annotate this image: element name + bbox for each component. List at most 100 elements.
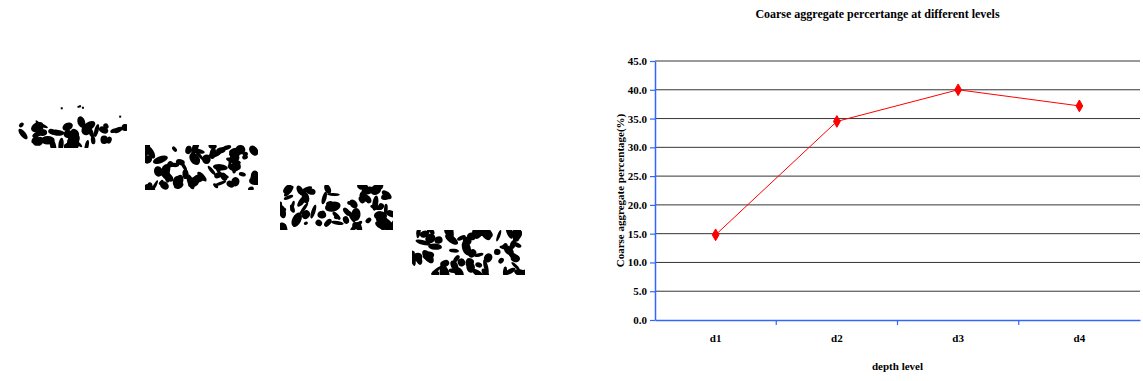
aggregate-particle [452, 265, 466, 275]
aggregate-particle [17, 127, 29, 140]
y-tick-label: 30.0 [628, 141, 648, 153]
aggregate-image [17, 105, 127, 148]
grid-line [655, 204, 1140, 205]
aggregate-particle [227, 153, 234, 166]
aggregate-particle [342, 206, 352, 217]
aggregate-particle [228, 146, 240, 155]
category-divider [776, 320, 777, 325]
x-tick: d3 [952, 320, 964, 344]
aggregate-particle [82, 107, 84, 109]
aggregate-particle [430, 265, 443, 275]
y-tick: 35.0 [628, 113, 655, 125]
aggregate-particle [320, 191, 328, 205]
y-axis-line [655, 62, 657, 321]
aggregate-particle [281, 223, 287, 229]
aggregate-particle [171, 146, 178, 153]
aggregate-particle [173, 181, 184, 190]
aggregate-particle [247, 145, 258, 157]
aggregate-particle [349, 219, 364, 230]
data-marker [1076, 100, 1083, 112]
aggregate-particle [35, 121, 48, 129]
aggregate-particle [424, 230, 432, 237]
x-tick: d2 [831, 320, 843, 344]
aggregate-particle [475, 261, 483, 268]
aggregate-particle [375, 185, 384, 190]
y-tick-label: 5.0 [633, 285, 647, 297]
grid [655, 61, 1140, 291]
aggregate-particle [352, 222, 359, 229]
y-tick-label: 40.0 [628, 84, 648, 96]
y-tick-mark [650, 291, 655, 292]
aggregate-particle [381, 195, 389, 200]
grid-line [655, 262, 1140, 263]
aggregate-particle [61, 107, 63, 109]
aggregate-particle [467, 232, 477, 240]
aggregate-particle [318, 210, 327, 220]
aggregate-particle [280, 204, 287, 219]
aggregate-particle [214, 180, 227, 187]
y-tick: 45.0 [628, 55, 655, 67]
y-tick-label: 15.0 [628, 228, 648, 240]
y-tick: 20.0 [628, 199, 655, 211]
aggregate-particle [295, 185, 305, 196]
y-tick-mark [650, 320, 655, 321]
aggregate-particle [220, 172, 229, 179]
data-marker [712, 229, 719, 241]
aggregate-particle [98, 125, 109, 135]
x-tick: d1 [710, 320, 722, 344]
x-tick: d4 [1074, 320, 1086, 344]
y-tick-mark [650, 262, 655, 263]
aggregate-particle [207, 165, 217, 176]
aggregate-particle [147, 184, 152, 190]
aggregate-particle [306, 188, 316, 196]
aggregate-particle [188, 181, 197, 187]
aggregate-particle [456, 257, 466, 267]
aggregate-particle [289, 200, 295, 212]
aggregate-particle [159, 162, 173, 178]
y-axis: 0.05.010.015.020.025.030.035.040.045.0 [628, 55, 656, 326]
aggregate-particle [456, 234, 466, 242]
aggregate-particle [18, 122, 25, 129]
aggregate-particle [512, 234, 519, 242]
y-tick: 5.0 [633, 285, 655, 297]
x-tick-label: d3 [952, 332, 964, 344]
aggregate-particle [482, 259, 490, 275]
aggregate-particle [58, 137, 65, 148]
y-tick: 15.0 [628, 228, 655, 240]
y-tick: 30.0 [628, 141, 655, 153]
aggregate-particle [464, 257, 475, 267]
aggregate-particle [371, 195, 379, 211]
aggregate-particle [249, 174, 258, 187]
aggregate-particle [83, 139, 89, 148]
grid-line [655, 291, 1140, 292]
aggregate-particle [324, 200, 342, 213]
aggregate-particle [474, 230, 487, 240]
y-tick-label: 25.0 [628, 170, 648, 182]
chart-title: Coarse aggregate percertange at differen… [755, 7, 1000, 21]
aggregate-particle [331, 210, 341, 220]
aggregate-particle [230, 176, 240, 187]
category-divider [897, 320, 898, 325]
aggregate-particle [323, 217, 333, 228]
y-tick-label: 45.0 [628, 55, 648, 67]
aggregate-particle [247, 186, 254, 190]
x-axis: d1 d2 d3 d4 [656, 320, 1141, 344]
aggregate-particle [449, 248, 459, 253]
aggregate-particle [314, 218, 323, 227]
grid-line [655, 61, 1140, 62]
aggregate-particle [423, 231, 437, 245]
aggregate-particle [158, 179, 164, 185]
x-tick-label: d4 [1074, 332, 1086, 344]
aggregate-particle [300, 208, 312, 220]
aggregate-particle [317, 210, 327, 219]
aggregate-particle [192, 173, 205, 183]
aggregate-particle [169, 163, 179, 168]
aggregate-particle [512, 241, 522, 249]
y-tick-mark [650, 147, 655, 148]
category-divider [1018, 320, 1019, 325]
aggregate-particle [327, 193, 340, 196]
data-line [716, 90, 1080, 235]
y-axis-title: Coarse aggregate percentage(%) [614, 113, 627, 267]
aggregate-particle [474, 252, 484, 258]
x-tick-label: d2 [831, 332, 843, 344]
